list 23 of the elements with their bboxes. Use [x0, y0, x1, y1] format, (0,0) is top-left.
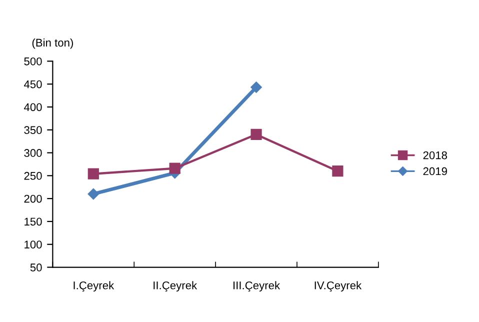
y-tick-label: 150 [24, 218, 42, 226]
x-tick-label: II.Çeyrek [154, 281, 198, 292]
x-tick-label: III.Çeyrek [234, 281, 280, 292]
legend-label: 2018 [423, 151, 448, 160]
y-tick-label: 100 [24, 240, 42, 248]
point [250, 128, 262, 140]
point [332, 166, 344, 177]
y-tick-label: 50 [30, 264, 42, 272]
y-tick-label: 400 [24, 103, 42, 112]
y-axis-title: (Bin ton) [32, 38, 73, 49]
y-tick-label: 500 [24, 57, 42, 66]
y-tick-label: 250 [24, 172, 42, 180]
point [250, 82, 262, 93]
y-tick-label: 450 [24, 80, 42, 88]
y-tick-label: 200 [24, 194, 42, 203]
legend-label: 2019 [423, 167, 447, 176]
x-tick-label: I.Çeyrek [74, 281, 114, 292]
point [88, 168, 99, 180]
point [169, 162, 180, 174]
y-tick-label: 350 [24, 126, 42, 134]
y-tick-label: 300 [24, 149, 42, 157]
x-tick-label: IV.Çeyrek [314, 281, 362, 292]
point [88, 188, 100, 200]
